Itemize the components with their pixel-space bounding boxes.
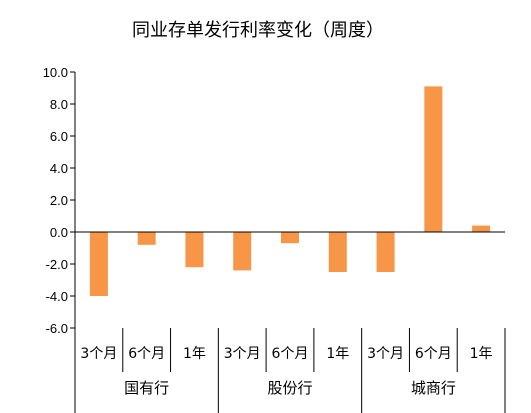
y-axis: 10.0 8.0 6.0 4.0 2.0 0.0 -2.0 -4.0 -6.0 [43,65,76,336]
y-tick-label: 2.0 [50,193,68,208]
y-tick-label: 0.0 [50,225,68,240]
x-category-label: 1年 [470,346,493,362]
x-group-label: 国有行 [124,379,169,397]
y-tick-label: 4.0 [50,161,68,176]
bar [376,232,395,272]
x-category-label: 6个月 [128,346,165,362]
y-tick-label: 8.0 [50,97,68,112]
y-tick-label: 6.0 [50,129,68,144]
bars [89,86,491,296]
x-category-label: 3个月 [367,346,404,362]
x-category-label: 3个月 [224,346,261,362]
x-category-label: 6个月 [272,346,309,362]
x-category-label: 1年 [326,346,349,362]
bar [89,232,108,296]
y-tick-label: -4.0 [46,289,68,304]
y-tick-label: -6.0 [46,321,68,336]
x-category-label: 1年 [183,346,206,362]
chart-title: 同业存单发行利率变化（周度） [132,20,384,41]
bar [472,225,491,232]
bar [137,232,156,245]
bar [281,232,299,244]
x-category-label: 3个月 [80,346,117,362]
bar [233,232,252,271]
bar [328,232,347,272]
y-tick-label: 10.0 [43,65,68,80]
bar [185,232,204,268]
bar [424,86,443,233]
x-category-label: 6个月 [415,346,452,362]
x-group-label: 股份行 [267,379,312,397]
x-group-label: 城商行 [411,379,456,397]
y-tick-label: -2.0 [46,257,68,272]
